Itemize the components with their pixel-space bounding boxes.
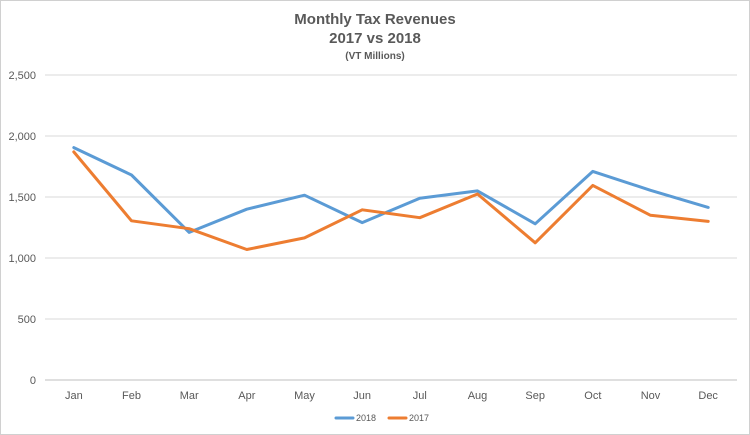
x-tick-label: Aug <box>468 390 488 402</box>
chart-unit-note: (VT Millions) <box>345 51 405 62</box>
y-tick-label: 0 <box>30 375 36 387</box>
x-tick-label: Apr <box>238 390 255 402</box>
x-tick-label: Mar <box>180 390 199 402</box>
x-tick-label: May <box>294 390 315 402</box>
y-tick-label: 2,000 <box>8 131 36 143</box>
y-tick-label: 1,500 <box>8 192 36 204</box>
x-tick-label: Sep <box>525 390 545 402</box>
series-line-2017 <box>72 150 710 251</box>
y-tick-label: 2,500 <box>8 70 36 82</box>
chart-subtitle: 2017 vs 2018 <box>329 30 421 47</box>
x-tick-label: Jun <box>353 390 371 402</box>
series-line-2018 <box>72 146 710 234</box>
x-tick-label: Oct <box>584 390 601 402</box>
x-tick-label: Nov <box>641 390 661 402</box>
y-tick-label: 1,000 <box>8 253 36 265</box>
x-tick-label: Jan <box>65 390 83 402</box>
y-tick-label: 500 <box>18 314 36 326</box>
x-tick-label: Jul <box>413 390 427 402</box>
legend-label: 2017 <box>409 413 429 423</box>
chart-title: Monthly Tax Revenues <box>294 11 456 28</box>
x-tick-label: Feb <box>122 390 141 402</box>
x-tick-label: Dec <box>698 390 718 402</box>
legend-label: 2018 <box>356 413 376 423</box>
chart-title-block: Monthly Tax Revenues 2017 vs 2018 (VT Mi… <box>0 10 750 64</box>
